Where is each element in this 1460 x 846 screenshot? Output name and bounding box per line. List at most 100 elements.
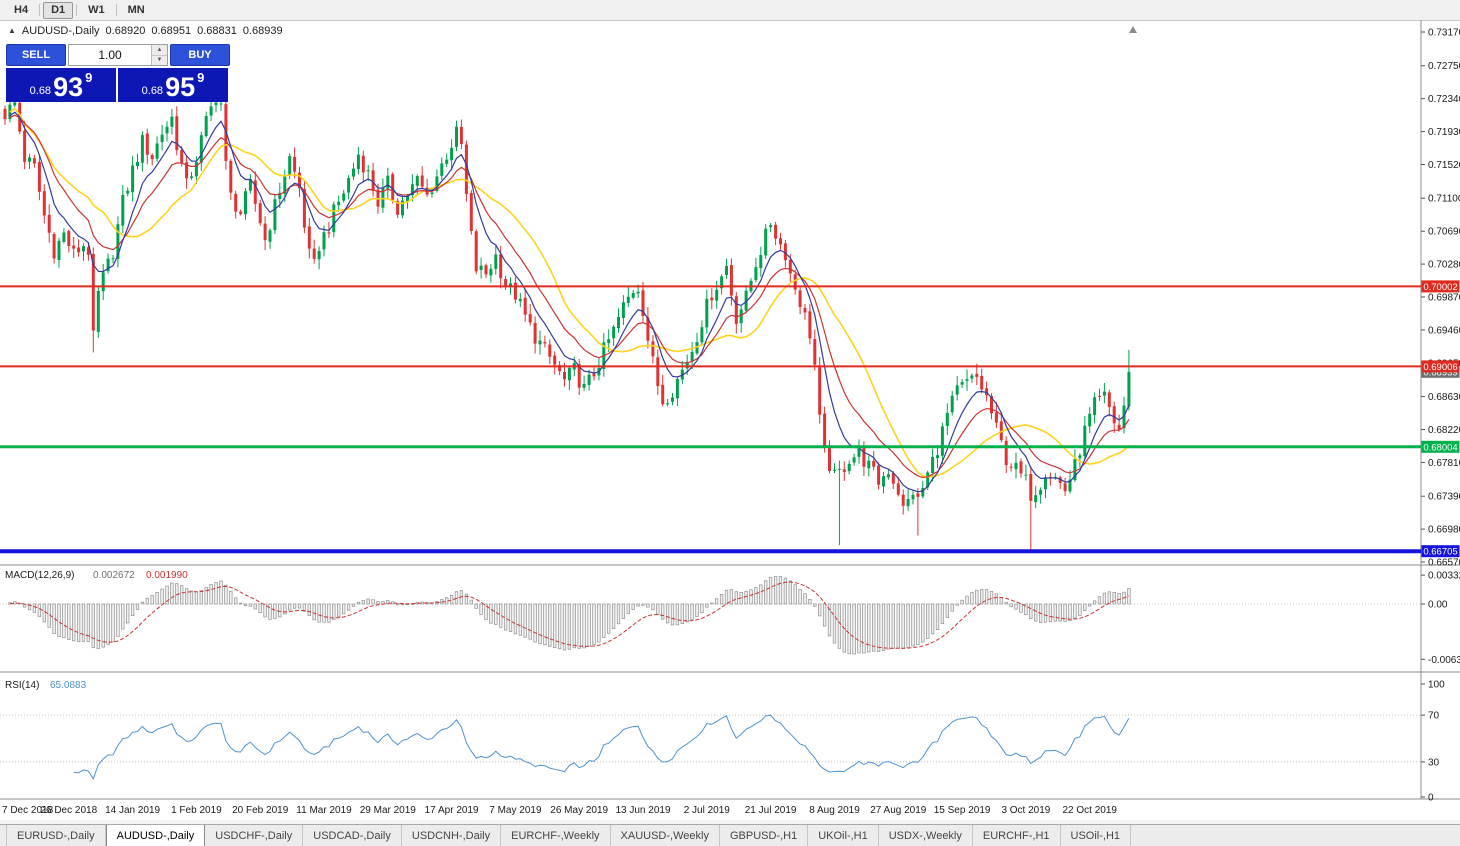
- moving-average-lines: [9, 107, 1130, 493]
- svg-text:0.68939: 0.68939: [1423, 367, 1457, 378]
- chart-tab-USDCNH-Daily[interactable]: USDCNH-,Daily: [402, 825, 502, 846]
- ohlc-high: 0.68951: [151, 25, 192, 37]
- ohlc-low: 0.68831: [197, 25, 237, 37]
- svg-text:0.00: 0.00: [1428, 600, 1448, 611]
- volume-increase-icon[interactable]: ▲: [152, 45, 167, 56]
- svg-text:0.70002: 0.70002: [1423, 282, 1457, 293]
- buy-button[interactable]: BUY: [170, 44, 230, 66]
- sell-button[interactable]: SELL: [6, 44, 66, 66]
- chart-tab-USDCAD-Daily[interactable]: USDCAD-,Daily: [303, 825, 402, 846]
- buy-price-big-digits: 95: [165, 71, 196, 102]
- timeframe-button-D1[interactable]: D1: [43, 1, 74, 19]
- svg-text:17 Apr 2019: 17 Apr 2019: [425, 805, 479, 816]
- chart-tab-UKOil-H1[interactable]: UKOil-,H1: [808, 825, 879, 846]
- horizontal-level-lines[interactable]: [0, 285, 1421, 554]
- svg-text:14 Jan 2019: 14 Jan 2019: [105, 805, 160, 816]
- buy-price-pip-digit: 9: [197, 70, 205, 85]
- svg-text:65.0883: 65.0883: [50, 680, 87, 691]
- svg-text:22 Oct 2019: 22 Oct 2019: [1062, 805, 1117, 816]
- svg-text:29 Mar 2019: 29 Mar 2019: [360, 805, 417, 816]
- chart-tab-GBPUSD-H1[interactable]: GBPUSD-,H1: [720, 825, 809, 846]
- horizontal-scroll-strip[interactable]: [0, 820, 1460, 824]
- chart-tab-EURUSD-Daily[interactable]: EURUSD-,Daily: [6, 825, 106, 846]
- svg-text:MACD(12,26,9): MACD(12,26,9): [5, 570, 74, 581]
- svg-text:11 Mar 2019: 11 Mar 2019: [296, 805, 352, 816]
- chart-direction-icon: ▲: [8, 25, 16, 35]
- svg-text:7 May 2019: 7 May 2019: [489, 805, 542, 816]
- svg-text:8 Aug 2019: 8 Aug 2019: [809, 805, 860, 816]
- volume-decrease-icon[interactable]: ▼: [152, 55, 167, 65]
- toolbar-separator: [115, 4, 117, 16]
- svg-text:13 Jun 2019: 13 Jun 2019: [615, 805, 670, 816]
- chart-tab-EURCHF-H1[interactable]: EURCHF-,H1: [973, 825, 1061, 846]
- sell-price-pip-digit: 9: [85, 70, 93, 85]
- chart-tab-USDCHF-Daily[interactable]: USDCHF-,Daily: [205, 825, 304, 846]
- chart-tab-USDX-Weekly[interactable]: USDX-,Weekly: [879, 825, 973, 846]
- svg-text:RSI(14): RSI(14): [5, 680, 39, 691]
- ma-ema7-line: [9, 111, 1130, 493]
- sell-price-prefix: 0.68: [29, 84, 52, 97]
- indicator-labels: MACD(12,26,9) 0.002672 0.001990 RSI(14) 65.0…: [5, 570, 188, 691]
- timeframe-toolbar: H4 D1 W1 MN: [0, 0, 1460, 21]
- svg-text:0: 0: [1428, 793, 1434, 804]
- buy-price-prefix: 0.68: [141, 84, 164, 97]
- svg-text:0.71100: 0.71100: [1428, 194, 1460, 205]
- svg-text:3 Oct 2019: 3 Oct 2019: [1001, 805, 1050, 816]
- chart-tab-XAUUSD-Weekly[interactable]: XAUUSD-,Weekly: [611, 825, 720, 846]
- chart-tab-USOil-H1[interactable]: USOil-,H1: [1061, 825, 1132, 846]
- toolbar-separator: [76, 4, 78, 16]
- svg-text:-0.00636: -0.00636: [1428, 655, 1460, 666]
- rsi-line: [73, 714, 1130, 780]
- ma-sma21-line: [9, 107, 1130, 478]
- chart-symbol-title: AUDUSD-,Daily: [21, 25, 100, 37]
- timeframe-button-H4[interactable]: H4: [14, 3, 29, 16]
- svg-text:26 May 2019: 26 May 2019: [550, 805, 608, 816]
- volume-spinners: ▲ ▼: [151, 45, 167, 65]
- ma-ema14-line: [9, 114, 1130, 479]
- svg-text:20 Feb 2019: 20 Feb 2019: [232, 805, 289, 816]
- svg-text:0.001990: 0.001990: [146, 570, 188, 581]
- chart-tab-bar: EURUSD-,Daily AUDUSD-,Daily USDCHF-,Daily U…: [0, 824, 1460, 846]
- ohlc-open: 0.68920: [105, 25, 146, 37]
- svg-text:1 Feb 2019: 1 Feb 2019: [171, 805, 222, 816]
- buy-price-display[interactable]: 0.68 95 9: [118, 68, 228, 102]
- svg-text:30: 30: [1428, 757, 1440, 768]
- indicator-guide-lines: [0, 603, 1421, 763]
- timeframe-button-W1[interactable]: W1: [88, 3, 105, 16]
- sell-price-display[interactable]: 0.68 93 9: [6, 68, 116, 102]
- macd-indicator: [8, 576, 1131, 655]
- chart-shift-marker-icon[interactable]: [1129, 26, 1137, 33]
- svg-text:0.69006: 0.69006: [1423, 362, 1457, 373]
- svg-text:0.002672: 0.002672: [93, 570, 135, 581]
- candlestick-series: [3, 95, 1131, 550]
- sell-price-big-digits: 93: [53, 71, 84, 102]
- svg-text:70: 70: [1428, 711, 1440, 722]
- chart-tab-EURCHF-Weekly[interactable]: EURCHF-,Weekly: [501, 825, 611, 846]
- pane-dividers: [0, 20, 1460, 800]
- svg-text:100: 100: [1428, 680, 1445, 691]
- svg-text:27 Aug 2019: 27 Aug 2019: [870, 805, 927, 816]
- volume-input[interactable]: [69, 45, 151, 65]
- chart-tab-AUDUSD-Daily[interactable]: AUDUSD-,Daily: [105, 825, 206, 846]
- price-axis-tags: 0.68939 0.70002 0.69006 0.68004 0.66705: [1421, 280, 1460, 558]
- timeframe-button-MN[interactable]: MN: [127, 3, 145, 16]
- svg-text:26 Dec 2018: 26 Dec 2018: [40, 805, 97, 816]
- volume-box: ▲ ▼: [68, 44, 168, 66]
- svg-text:2 Jul 2019: 2 Jul 2019: [684, 805, 731, 816]
